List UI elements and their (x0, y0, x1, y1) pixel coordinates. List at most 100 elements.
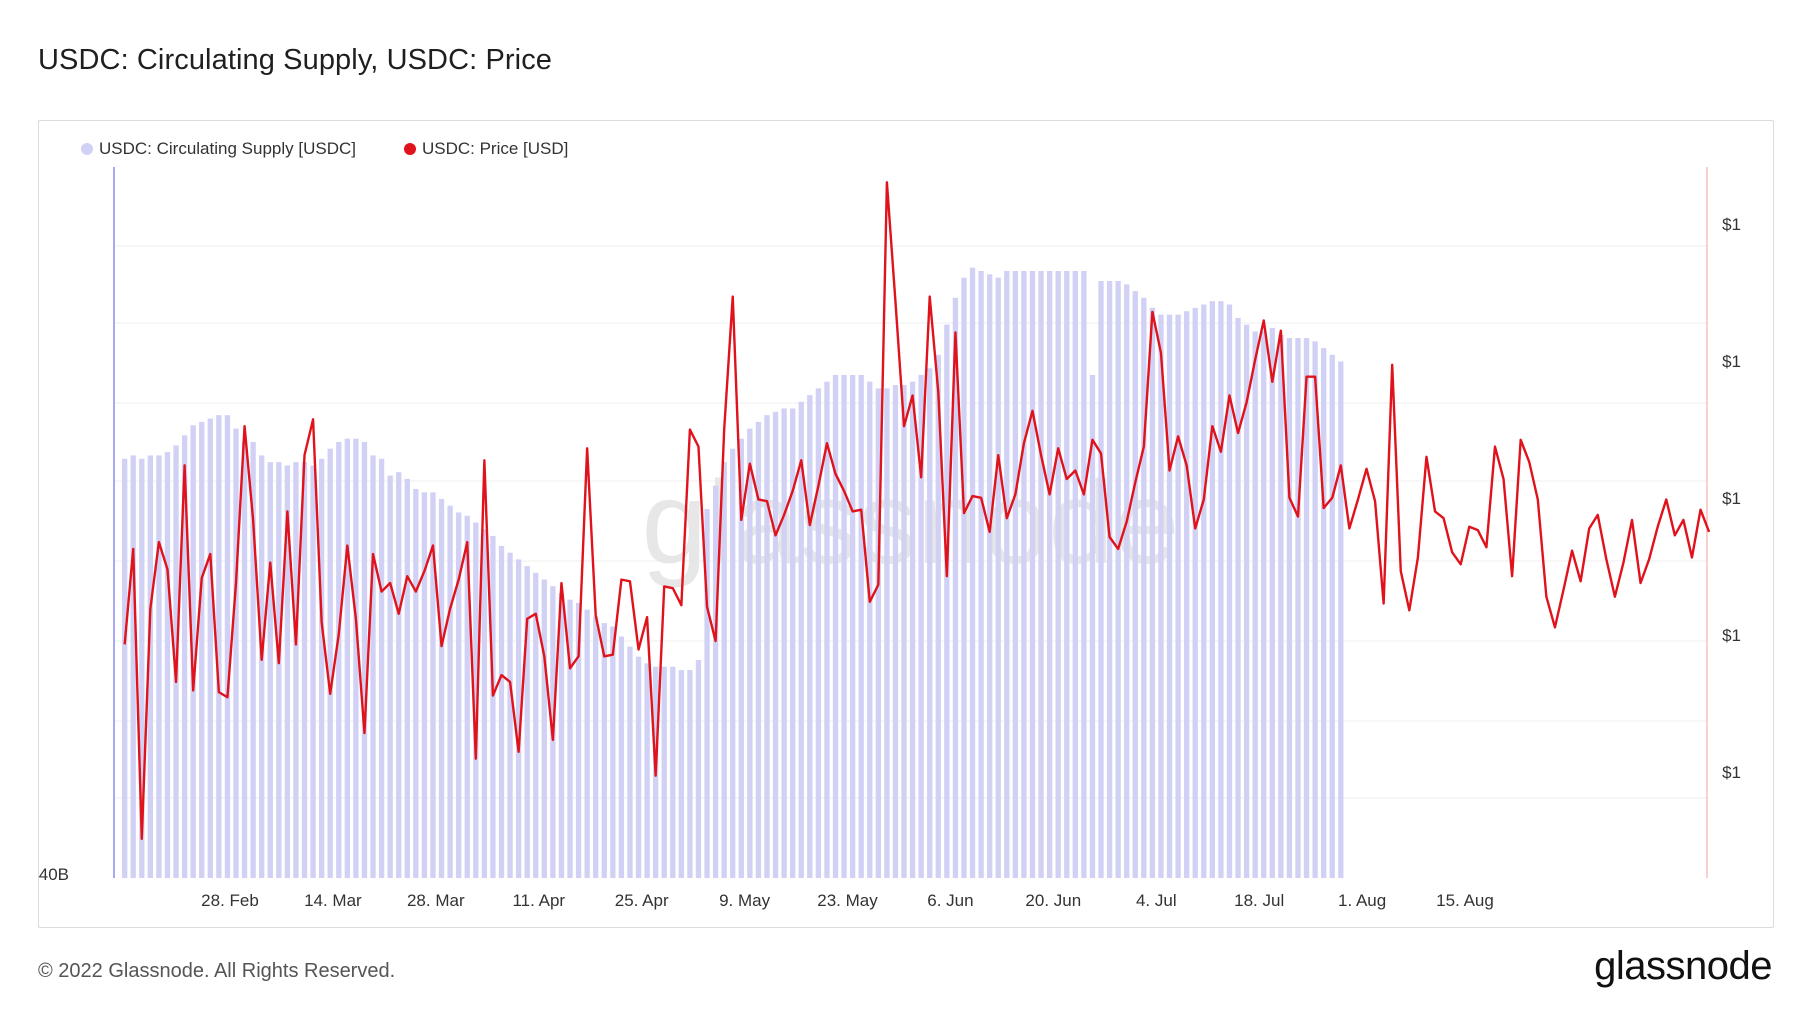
right-axis-tick-label: $1 (1722, 489, 1741, 508)
supply-bar (824, 381, 830, 878)
supply-bar (473, 522, 479, 878)
right-axis-tick-label: $1 (1722, 215, 1741, 234)
chart-legend: USDC: Circulating Supply [USDC] USDC: Pr… (81, 139, 568, 159)
supply-bar (1295, 338, 1301, 878)
supply-bar (344, 438, 350, 878)
supply-bar (1124, 284, 1130, 878)
supply-bar (378, 458, 385, 878)
supply-bar (541, 579, 547, 878)
supply-bar (1261, 331, 1267, 878)
supply-bar (1286, 338, 1293, 878)
supply-bar (130, 455, 136, 878)
supply-bar (601, 623, 607, 878)
supply-bar (421, 492, 428, 878)
supply-bar (747, 428, 753, 878)
supply-bar (1046, 270, 1053, 879)
x-tick-label: 28. Feb (201, 891, 259, 910)
supply-bar (567, 599, 573, 878)
right-axis-tick-label: $1 (1722, 626, 1741, 645)
supply-bar (122, 458, 128, 878)
legend-item-price[interactable]: USDC: Price [USD] (403, 139, 569, 159)
supply-bar (1192, 307, 1198, 878)
supply-bar (336, 442, 342, 878)
supply-bar (1166, 314, 1173, 878)
supply-bar (772, 411, 779, 878)
supply-bar (790, 408, 796, 878)
supply-bar (1329, 354, 1335, 878)
supply-bar (575, 602, 582, 878)
supply-bar (284, 465, 291, 878)
supply-bar (661, 666, 667, 878)
supply-bar (156, 455, 162, 878)
x-tick-label: 18. Jul (1234, 891, 1284, 910)
supply-bar (139, 458, 145, 878)
supply-bar (413, 488, 419, 878)
glassnode-logo[interactable]: glassnode (1594, 944, 1772, 988)
supply-bar (490, 535, 496, 878)
right-axis-tick-label: $1 (1722, 352, 1741, 371)
supply-bar (301, 462, 308, 878)
supply-bar (584, 609, 590, 878)
supply-bar (1321, 348, 1327, 879)
supply-bar (901, 385, 907, 878)
supply-bar (1201, 304, 1207, 878)
supply-bar (935, 354, 941, 878)
supply-bar (515, 559, 522, 878)
x-tick-label: 20. Jun (1025, 891, 1081, 910)
supply-bar (507, 552, 513, 878)
supply-bar (370, 455, 376, 878)
x-tick-label: 1. Aug (1338, 891, 1386, 910)
supply-bar (1089, 374, 1096, 878)
supply-bar (438, 499, 445, 878)
supply-bar (233, 428, 239, 878)
supply-bar (807, 395, 813, 878)
supply-bar (867, 381, 873, 878)
supply-bar (1055, 270, 1061, 879)
supply-bar (918, 374, 924, 878)
supply-bar (1243, 324, 1250, 878)
supply-bar (524, 566, 530, 878)
legend-item-supply[interactable]: USDC: Circulating Supply [USDC] (81, 139, 356, 159)
supply-bar (944, 324, 950, 878)
supply-bar (1226, 304, 1233, 878)
supply-bar (387, 475, 393, 878)
supply-bar (1081, 270, 1087, 879)
supply-bar (1235, 317, 1241, 878)
supply-bar (1029, 270, 1036, 879)
supply-bar (1175, 314, 1181, 878)
supply-bar (1106, 281, 1113, 878)
supply-bar (464, 515, 470, 878)
supply-bar (456, 512, 462, 878)
supply-bar (978, 270, 984, 879)
supply-bar (969, 267, 976, 878)
price-line (123, 181, 1711, 840)
x-tick-label: 15. Aug (1436, 891, 1494, 910)
supply-bar (1252, 331, 1258, 878)
supply-bar (353, 438, 359, 878)
supply-bar (618, 636, 625, 878)
supply-bar (755, 421, 762, 878)
supply-bar (558, 592, 565, 878)
supply-bar (1312, 341, 1318, 878)
supply-bar (430, 492, 436, 878)
supply-bar (841, 374, 847, 878)
supply-bar (250, 442, 256, 878)
supply-bar (961, 277, 967, 878)
supply-bar (798, 401, 804, 878)
supply-bar (310, 465, 316, 878)
supply-bar (1218, 301, 1224, 878)
supply-bar (1269, 327, 1275, 878)
supply-bar (815, 388, 822, 878)
supply-bar (1141, 297, 1147, 878)
supply-bar (216, 415, 222, 878)
legend-label-price: USDC: Price [USD] (421, 139, 569, 158)
supply-bar (267, 462, 273, 878)
supply-bar (593, 616, 599, 878)
supply-bar (190, 425, 196, 878)
x-tick-label: 28. Mar (407, 891, 465, 910)
supply-bar (164, 452, 171, 878)
supply-bar (875, 388, 881, 878)
supply-bar (712, 485, 719, 878)
supply-bars (122, 267, 1344, 879)
supply-bar (952, 297, 959, 878)
